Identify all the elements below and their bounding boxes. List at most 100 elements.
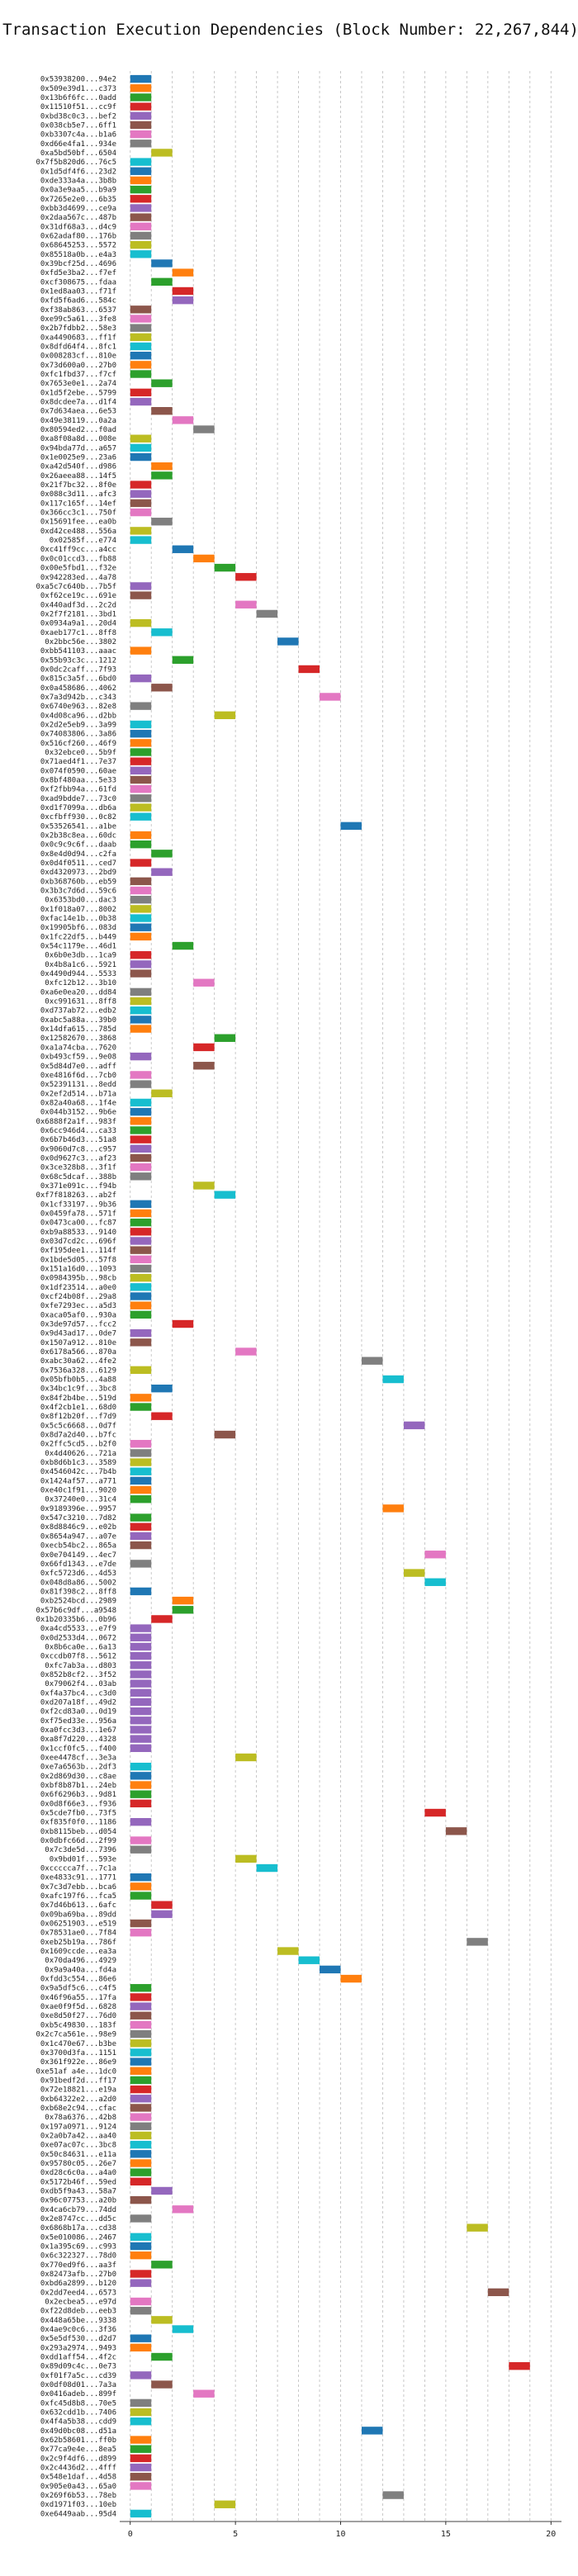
transaction-bar bbox=[172, 2325, 194, 2333]
y-tick-label: 0x0e704149...4ec7 bbox=[40, 1551, 116, 1560]
transaction-bar bbox=[130, 674, 152, 683]
transaction-bar bbox=[130, 1744, 152, 1753]
y-tick-label: 0x117c165f...14ef bbox=[40, 500, 116, 508]
transaction-bar bbox=[130, 333, 152, 342]
transaction-bar bbox=[130, 739, 152, 747]
transaction-bar bbox=[151, 1615, 173, 1623]
transaction-bar bbox=[172, 2205, 194, 2214]
y-tick-label: 0x0416adeb...899f bbox=[40, 2390, 116, 2398]
transaction-bar bbox=[151, 407, 173, 415]
transaction-bar bbox=[130, 2334, 152, 2342]
transaction-bar bbox=[130, 74, 152, 83]
transaction-bar bbox=[151, 277, 173, 286]
y-tick-label: 0x09ba69ba...89dd bbox=[40, 1911, 116, 1919]
y-tick-label: 0xe7a6563b...2df3 bbox=[40, 1764, 116, 1772]
transaction-bar bbox=[235, 1347, 257, 1356]
transaction-bar bbox=[130, 1799, 152, 1808]
transaction-bar bbox=[130, 2029, 152, 2039]
transaction-bar bbox=[130, 1052, 152, 1061]
y-tick-label: 0x0c9c9c6f...daab bbox=[40, 841, 116, 850]
y-tick-label: 0x15691fee...ea0b bbox=[40, 519, 116, 527]
y-tick-label: 0x008283cf...810e bbox=[40, 353, 116, 361]
y-tick-labels: 0x53938200...94e20x509e39d1...c3730x13b6… bbox=[36, 76, 116, 2519]
transaction-bar bbox=[130, 2177, 152, 2185]
transaction-bar bbox=[130, 176, 152, 185]
y-tick-label: 0xb8115beb...d054 bbox=[40, 1828, 116, 1836]
y-tick-label: 0xbb3d4699...ce9a bbox=[40, 205, 116, 213]
transaction-bar bbox=[130, 1495, 152, 1503]
transaction-bar bbox=[172, 416, 194, 424]
transaction-bar bbox=[298, 1956, 320, 1964]
transaction-bar bbox=[130, 1817, 152, 1826]
transaction-bar bbox=[151, 471, 173, 480]
y-tick-label: 0x1df23514...a0e0 bbox=[40, 1284, 116, 1292]
transaction-bar bbox=[130, 388, 152, 397]
y-tick-label: 0xccdb07f8...5612 bbox=[40, 1653, 116, 1661]
transaction-bar bbox=[130, 1541, 152, 1550]
transaction-bar bbox=[130, 443, 152, 452]
transaction-bar bbox=[151, 1412, 173, 1420]
y-tick-label: 0x70da496...4929 bbox=[45, 1957, 116, 1965]
transaction-bar bbox=[130, 905, 152, 913]
y-tick-label: 0xf38ab863...6537 bbox=[40, 306, 116, 315]
y-tick-label: 0x0459fa78...571f bbox=[40, 1210, 116, 1218]
transaction-bar bbox=[130, 646, 152, 655]
transaction-bar bbox=[256, 1863, 278, 1873]
transaction-bar bbox=[130, 2297, 152, 2306]
y-tick-label: 0x94bda77d...a657 bbox=[40, 444, 116, 452]
y-tick-label: 0x0d8f66e3...f936 bbox=[40, 1800, 116, 1808]
transaction-bar bbox=[130, 84, 152, 92]
transaction-bar bbox=[130, 1642, 152, 1651]
y-tick-label: 0x37240e0...31c4 bbox=[45, 1496, 116, 1504]
y-tick-label: 0xcf308675...fdaa bbox=[40, 278, 116, 286]
y-tick-label: 0x31df68a3...d4c9 bbox=[40, 223, 116, 231]
y-tick-label: 0x5e5df530...d2d7 bbox=[40, 2335, 116, 2343]
y-tick-label: 0x1609ccde...ea3a bbox=[40, 1948, 116, 1956]
y-tick-label: 0x2daa567c...487b bbox=[40, 214, 116, 222]
transaction-bar bbox=[130, 1338, 152, 1347]
transaction-bar bbox=[130, 1273, 152, 1282]
y-tick-label: 0x21f7bc32...8f0e bbox=[40, 481, 116, 490]
y-tick-label: 0x448a65be...9338 bbox=[40, 2317, 116, 2325]
transaction-bar bbox=[130, 1006, 152, 1015]
transaction-bar bbox=[130, 1633, 152, 1641]
y-tick-label: 0x8654a947...a07e bbox=[40, 1532, 116, 1541]
transaction-bar bbox=[130, 1080, 152, 1088]
y-tick-label: 0x1d5f2ebe...5799 bbox=[40, 389, 116, 397]
y-tick-label: 0x19905bf6...083d bbox=[40, 924, 116, 932]
transaction-bar bbox=[403, 1569, 425, 1577]
y-tick-label: 0x52391131...8edd bbox=[40, 1081, 116, 1089]
y-tick-label: 0x2ffc5cd5...b2f0 bbox=[40, 1441, 116, 1449]
y-tick-label: 0x2c7ca561e...98e9 bbox=[36, 2031, 116, 2039]
transaction-bar bbox=[130, 315, 152, 323]
y-tick-label: 0xa5c7c640b...7b5f bbox=[36, 583, 116, 591]
transaction-bar bbox=[130, 2159, 152, 2167]
transaction-bar bbox=[130, 158, 152, 166]
transaction-bar bbox=[130, 1255, 152, 1264]
transaction-bar bbox=[130, 1661, 152, 1669]
transaction-bar bbox=[130, 1135, 152, 1144]
y-tick-label: 0x2f7f2181...3bd1 bbox=[40, 610, 116, 618]
y-tick-label: 0x2e8747cc...dd5c bbox=[40, 2215, 116, 2223]
y-tick-label: 0xb8d6b1c3...3589 bbox=[40, 1459, 116, 1467]
transaction-bar bbox=[193, 2389, 215, 2398]
transaction-bar bbox=[130, 231, 152, 240]
transaction-bar bbox=[130, 582, 152, 590]
transaction-bar bbox=[130, 2002, 152, 2010]
transaction-bar bbox=[130, 2233, 152, 2242]
y-tick-label: 0x6c322327...78d0 bbox=[40, 2252, 116, 2261]
transaction-bar bbox=[130, 1762, 152, 1771]
y-tick-label: 0x1e0025e9...23a6 bbox=[40, 454, 116, 462]
transaction-bar bbox=[193, 554, 215, 563]
y-tick-label: 0x5d84d7e0...adff bbox=[40, 1063, 116, 1071]
transaction-bar bbox=[130, 1328, 152, 1338]
y-tick-label: 0xe4816f6d...7cb0 bbox=[40, 1072, 116, 1080]
transaction-bar bbox=[130, 370, 152, 378]
transaction-bar bbox=[130, 1476, 152, 1485]
transaction-bar bbox=[382, 2491, 404, 2499]
y-tick-label: 0x770ed9f6...aa3f bbox=[40, 2261, 116, 2270]
transaction-bar bbox=[130, 1394, 152, 1402]
transaction-bar bbox=[130, 1283, 152, 1291]
y-tick-label: 0x5cde7fb0...73f5 bbox=[40, 1810, 116, 1818]
